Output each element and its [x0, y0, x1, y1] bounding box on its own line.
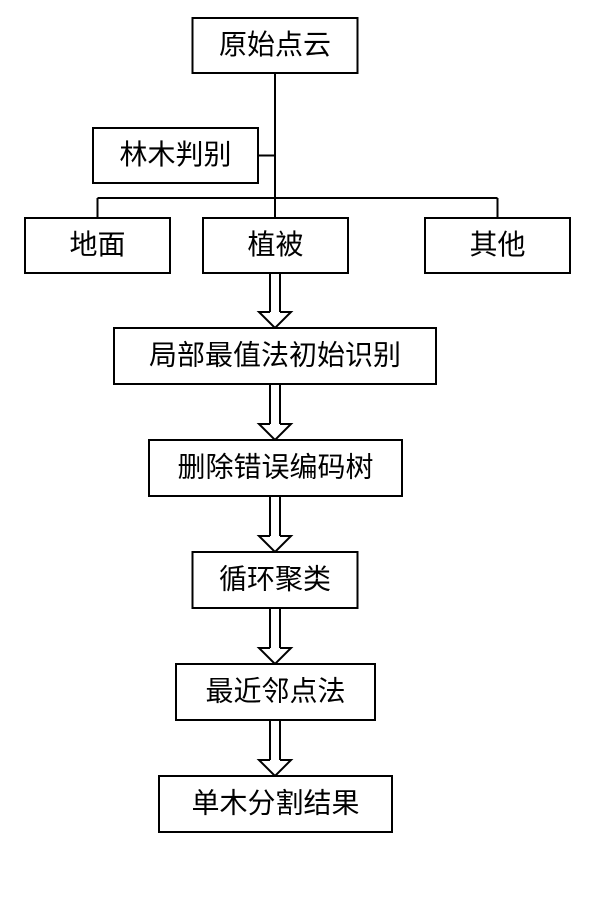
flow-node-n_delete: 删除错误编码树: [149, 440, 402, 496]
flow-node-n_other: 其他: [425, 218, 570, 273]
flow-node-n_raw: 原始点云: [193, 18, 358, 73]
flow-node-label: 局部最值法初始识别: [149, 339, 401, 371]
flow-node-n_ground: 地面: [25, 218, 170, 273]
flowchart-canvas: 原始点云林木判别地面 植被 其他局部最值法初始识别删除错误编码树循环聚类最近邻点法单…: [0, 0, 610, 918]
flow-node-label: 其他: [469, 229, 525, 261]
flow-node-n_forest: 林木判别: [93, 128, 258, 183]
flow-node-label: 单木分割结果: [191, 787, 359, 819]
flow-node-n_result: 单木分割结果: [159, 776, 392, 832]
flow-node-label: 地面: [69, 229, 125, 261]
flow-node-label: 删除错误编码树: [177, 451, 373, 483]
flow-node-label: 原始点云: [219, 29, 331, 61]
flow-node-n_nn: 最近邻点法: [176, 664, 375, 720]
flow-node-n_local: 局部最值法初始识别: [114, 328, 436, 384]
flow-node-n_cycle: 循环聚类: [193, 552, 358, 608]
flow-node-label: 植被: [247, 229, 303, 261]
flow-node-label: 循环聚类: [219, 563, 331, 595]
flow-node-label: 林木判别: [119, 139, 231, 171]
flow-node-n_veg: 植被: [203, 218, 348, 273]
flow-node-label: 最近邻点法: [205, 675, 345, 707]
